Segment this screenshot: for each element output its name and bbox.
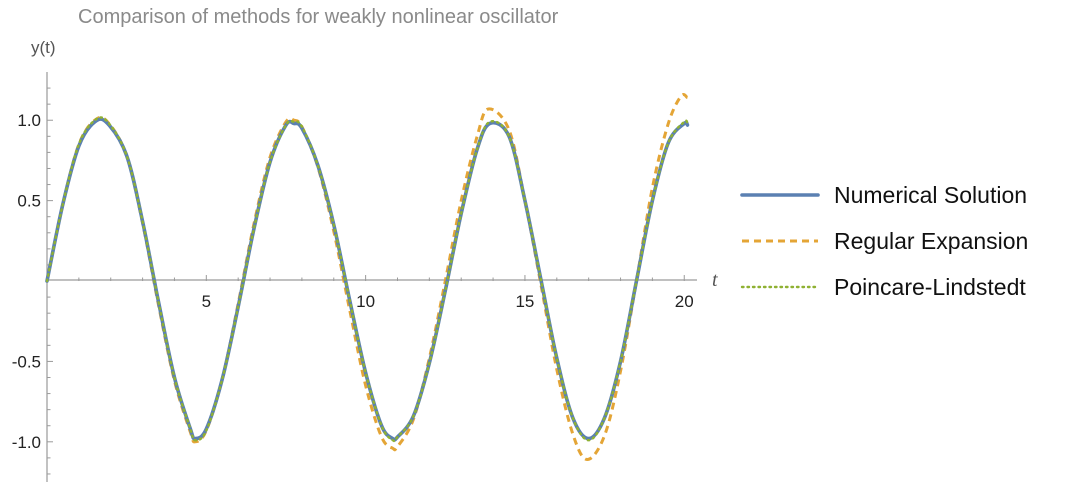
y-tick-label: 0.5 bbox=[17, 192, 41, 211]
axis-ticks bbox=[47, 87, 685, 475]
series-line-solid bbox=[45, 117, 690, 442]
series-line-dashed bbox=[45, 93, 689, 461]
x-tick-label: 15 bbox=[515, 292, 534, 311]
y-tick-label: -0.5 bbox=[12, 352, 41, 371]
x-axis-label: t bbox=[712, 269, 718, 291]
x-tick-labels: 5 10 15 20 bbox=[202, 292, 694, 311]
x-tick-label: 5 bbox=[202, 292, 211, 311]
series-line-dotted bbox=[45, 116, 689, 443]
x-tick-label: 20 bbox=[675, 292, 694, 311]
legend-label: Regular Expansion bbox=[834, 228, 1028, 254]
y-axis-label: y(t) bbox=[31, 38, 56, 57]
x-tick-label: 10 bbox=[356, 292, 375, 311]
legend: Numerical Solution Regular Expansion Poinc… bbox=[740, 182, 1028, 300]
legend-label: Poincare-Lindstedt bbox=[834, 274, 1026, 300]
legend-label: Numerical Solution bbox=[834, 182, 1027, 208]
chart-title: Comparison of methods for weakly nonline… bbox=[78, 6, 559, 28]
y-tick-labels: -1.0 -0.5 0.5 1.0 bbox=[12, 111, 41, 452]
y-tick-label: 1.0 bbox=[17, 111, 41, 130]
y-tick-label: -1.0 bbox=[12, 433, 41, 452]
series-lines bbox=[45, 93, 690, 461]
